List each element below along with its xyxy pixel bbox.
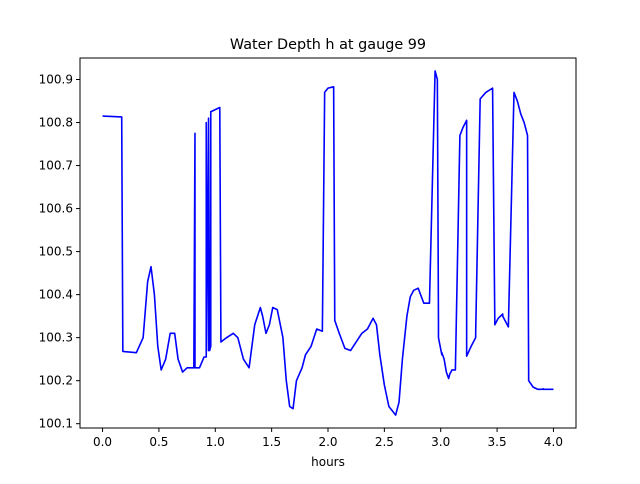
y-axis: 100.1 100.2 100.3 100.4 100.5 100.6 100.7 100.8…	[39, 73, 80, 431]
x-tick-label: 4.0	[544, 435, 563, 449]
series-line	[102, 70, 554, 416]
y-tick-label: 100.4	[39, 288, 73, 302]
axes-frame	[79, 57, 577, 429]
y-tick-label: 100.1	[39, 417, 73, 431]
x-tick-label: 0.5	[149, 435, 168, 449]
x-tick-label: 2.5	[375, 435, 394, 449]
x-tick-label: 3.5	[488, 435, 507, 449]
x-tick-label: 1.5	[262, 435, 281, 449]
x-axis: 0.0 0.5 1.0 1.5 2.0 2.5 3.0 3.5 4.0	[93, 428, 563, 449]
y-tick-label: 100.3	[39, 331, 73, 345]
x-tick-label: 1.0	[206, 435, 225, 449]
x-tick-label: 2.0	[318, 435, 337, 449]
y-tick-label: 100.7	[39, 159, 73, 173]
y-tick-label: 100.6	[39, 202, 73, 216]
y-tick-label: 100.5	[39, 245, 73, 259]
y-tick-label: 100.8	[39, 116, 73, 130]
y-tick-label: 100.2	[39, 374, 73, 388]
x-tick-label: 0.0	[93, 435, 112, 449]
x-tick-label: 3.0	[431, 435, 450, 449]
y-tick-label: 100.9	[39, 73, 73, 87]
x-axis-title: hours	[311, 455, 345, 469]
chart-title: Water Depth h at gauge 99	[230, 37, 426, 53]
plot-area	[102, 70, 554, 416]
